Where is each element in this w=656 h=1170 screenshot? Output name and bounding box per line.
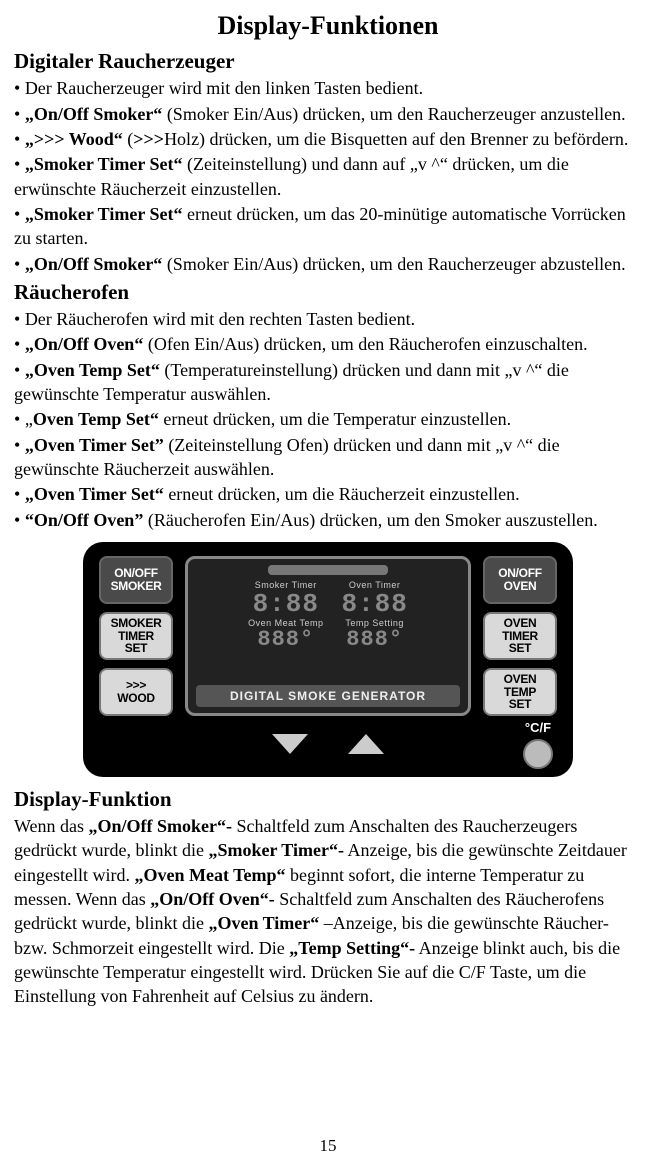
term: „Oven Timer“ [208,913,319,933]
label: SET [509,642,531,655]
bullet: „Smoker Timer Set“ (Zeiteinstellung) und… [14,152,642,201]
label: OVEN [504,580,537,593]
term: „Temp Setting“- [289,938,415,958]
bullet: „>>> Wood“ (>>>Holz) drücken, um die Bis… [14,127,642,151]
term: „On/Off Smoker“ [25,254,163,274]
term: Oven Temp Set“ [33,409,159,429]
cf-label: °C/F [525,719,551,737]
on-off-oven-button[interactable]: ON/OFF OVEN [483,556,557,604]
term: >>> [133,129,164,149]
bullet: „On/Off Smoker“ (Smoker Ein/Aus) drücken… [14,102,642,126]
label: SET [125,642,147,655]
smoker-timer-display: 8:88 [253,591,319,617]
wood-feed-button[interactable]: >>> WOOD [99,668,173,716]
label: ON/OFF [114,567,158,580]
text: (Ofen Ein/Aus) drücken, um den Räucherof… [143,334,587,354]
text: (Smoker Ein/Aus) drücken, um den Raucher… [162,254,625,274]
smoker-timer-set-button[interactable]: SMOKER TIMER SET [99,612,173,660]
down-arrow-button[interactable] [272,734,308,754]
term: „On/Off Smoker“ [25,104,163,124]
bullet: „Smoker Timer Set“ erneut drücken, um da… [14,202,642,251]
text: erneut drücken, um die Räucherzeit einzu… [164,484,520,504]
display-screen: Smoker Timer 8:88 Oven Meat Temp 888° Ov… [185,556,471,716]
screen-top-bar [268,565,388,575]
bullet: Der Räucherofen wird mit den rechten Tas… [14,307,642,331]
term: „Smoker Timer Set“ [25,154,183,174]
bullet: „Oven Temp Set“ (Temperatureinstellung) … [14,358,642,407]
text: „ [25,409,33,429]
section-heading-oven: Räucherofen [14,278,642,306]
section-heading-smoker: Digitaler Raucherzeuger [14,47,642,75]
term: „Oven Timer Set” [25,435,164,455]
bullet: „Oven Temp Set“ erneut drücken, um die T… [14,407,642,431]
term: „Smoker Timer“- [208,840,344,860]
bullet: „On/Off Smoker“ (Smoker Ein/Aus) drücken… [14,252,642,276]
term: „On/Off Oven“ [25,334,144,354]
text: ( [123,129,134,149]
left-button-column: ON/OFF SMOKER SMOKER TIMER SET >>> WOOD [99,556,173,716]
text: (Smoker Ein/Aus) drücken, um den Raucher… [162,104,625,124]
right-button-column: ON/OFF OVEN OVEN TIMER SET OVEN TEMP SET [483,556,557,716]
term: „>>> Wood“ [25,129,123,149]
label: OVEN [504,617,537,630]
page-number: 15 [0,1135,656,1158]
term: „On/Off Oven“- [150,889,275,909]
bullet: „Oven Timer Set“ erneut drücken, um die … [14,482,642,506]
term: „Smoker Timer Set“ [25,204,183,224]
bullet: “On/Off Oven” (Räucherofen Ein/Aus) drüc… [14,508,642,532]
label: SET [509,698,531,711]
label: >>> [126,679,146,692]
term: „Oven Temp Set“ [25,360,160,380]
text: Wenn das [14,816,89,836]
on-off-smoker-button[interactable]: ON/OFF SMOKER [99,556,173,604]
label: WOOD [117,692,154,705]
term: “On/Off Oven” [25,510,144,530]
display-function-paragraph: Wenn das „On/Off Smoker“- Schaltfeld zum… [14,814,642,1008]
screen-footer-bar: DIGITAL SMOKE GENERATOR [196,685,460,707]
control-panel: ON/OFF SMOKER SMOKER TIMER SET >>> WOOD [83,542,573,777]
term: „Oven Meat Temp“ [134,865,285,885]
bullet: „On/Off Oven“ (Ofen Ein/Aus) drücken, um… [14,332,642,356]
cf-toggle-button[interactable] [523,739,553,769]
text: (Räucherofen Ein/Aus) drücken, um den Sm… [143,510,597,530]
page-title: Display-Funktionen [14,8,642,43]
term: „Oven Timer Set“ [25,484,164,504]
oven-timer-set-button[interactable]: OVEN TIMER SET [483,612,557,660]
bullet: Der Raucherzeuger wird mit den linken Ta… [14,76,642,100]
label: SMOKER [111,580,162,593]
term: „On/Off Smoker“- [89,816,233,836]
label: SMOKER [111,617,162,630]
bullet: „Oven Timer Set” (Zeiteinstellung Ofen) … [14,433,642,482]
label: ON/OFF [498,567,542,580]
section-heading-display-function: Display-Funktion [14,785,642,813]
text: Holz) drücken, um die Bisquetten auf den… [164,129,628,149]
oven-timer-display: 8:88 [341,591,407,617]
temp-setting-display: 888° [346,629,403,651]
up-arrow-button[interactable] [348,734,384,754]
oven-meat-temp-display: 888° [257,629,314,651]
text: erneut drücken, um die Temperatur einzus… [159,409,511,429]
label: OVEN [504,673,537,686]
oven-temp-set-button[interactable]: OVEN TEMP SET [483,668,557,716]
